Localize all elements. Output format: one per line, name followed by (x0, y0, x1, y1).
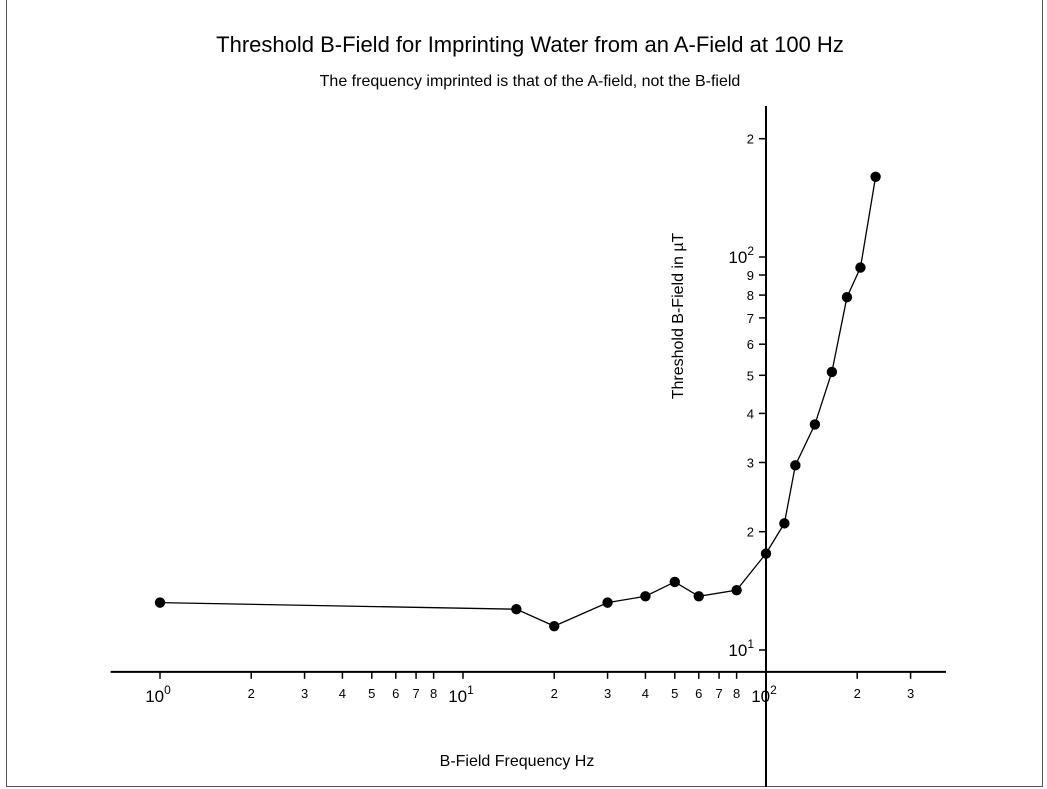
x-tick-label: 8 (430, 686, 437, 701)
y-tick-label: 4 (747, 406, 754, 421)
y-tick-label: 8 (747, 288, 754, 303)
y-tick-label: 6 (747, 337, 754, 352)
x-tick-label: 3 (604, 686, 611, 701)
data-point (790, 460, 801, 471)
data-point (809, 419, 821, 430)
x-tick-label: 3 (301, 686, 308, 701)
y-tick-label: 7 (747, 311, 754, 326)
data-point (870, 171, 881, 182)
x-tick-label: 4 (642, 686, 649, 701)
y-tick-label: 102 (728, 244, 754, 267)
data-point (640, 591, 651, 602)
x-tick-label: 7 (715, 686, 722, 701)
x-axis-label: B-Field Frequency Hz (440, 753, 595, 770)
x-tick-label: 5 (368, 686, 375, 701)
data-point (779, 518, 790, 529)
y-tick-exponent: 1 (747, 637, 754, 651)
x-ticks: 100 2 3 4 5 6 7 8 101 2 3 4 5 6 7 8 102 2 3 (145, 671, 914, 706)
x-tick-label: 8 (733, 686, 740, 701)
x-tick-label: 6 (392, 686, 399, 701)
data-point (826, 366, 838, 378)
x-tick-exponent: 0 (164, 683, 171, 697)
x-tick-label: 2 (854, 686, 861, 701)
x-tick-label: 5 (671, 686, 678, 701)
x-tick-label: 3 (907, 686, 914, 701)
data-point (760, 548, 772, 559)
x-tick-label: 101 (448, 683, 474, 706)
x-tick-label: 6 (695, 686, 702, 701)
data-point (855, 262, 866, 273)
y-tick-label: 3 (747, 455, 754, 470)
x-tick-exponent: 1 (467, 683, 474, 697)
x-tick-label: 102 (751, 683, 777, 706)
chart-subtitle: The frequency imprinted is that of the A… (320, 73, 741, 90)
data-point (511, 604, 522, 615)
x-tick-label: 2 (551, 686, 558, 701)
x-tick-label: 2 (248, 686, 255, 701)
data-point (693, 591, 704, 602)
y-tick-label: 9 (747, 268, 754, 283)
y-tick-label: 101 (728, 637, 754, 660)
y-tick-exponent: 2 (747, 244, 754, 258)
data-point (731, 584, 742, 596)
y-tick-label: 2 (747, 525, 754, 540)
chart-title: Threshold B-Field for Imprinting Water f… (216, 32, 844, 57)
data-point (549, 620, 560, 632)
data-point (154, 597, 166, 608)
x-tick-label: 7 (412, 686, 419, 701)
data-point (669, 576, 680, 588)
series-line (159, 176, 877, 627)
series-layer (154, 171, 881, 632)
y-axis-label: Threshold B-Field in µT (670, 232, 687, 399)
y-tick-label: 5 (747, 368, 754, 383)
x-tick-exponent: 2 (770, 683, 777, 697)
y-tick-label: 2 (747, 132, 754, 147)
data-point (602, 597, 613, 608)
data-point (841, 292, 853, 303)
chart-frame (6, 0, 1043, 787)
x-tick-label: 4 (339, 686, 346, 701)
x-tick-label: 100 (145, 683, 171, 706)
